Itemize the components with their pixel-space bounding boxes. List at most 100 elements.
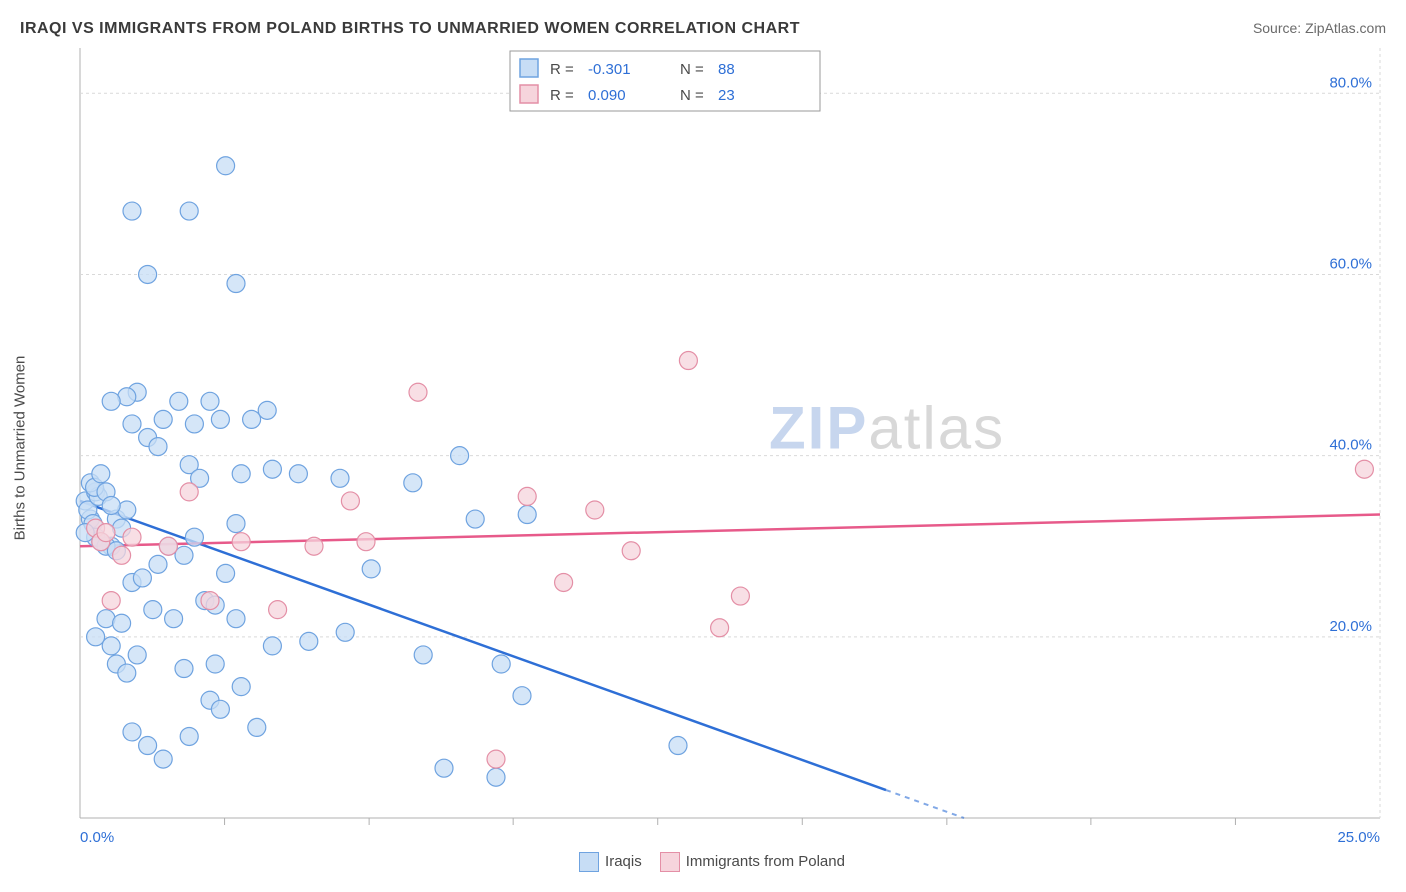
data-point xyxy=(336,623,354,641)
svg-text:R =: R = xyxy=(550,61,574,78)
data-point xyxy=(487,750,505,768)
data-point xyxy=(711,619,729,637)
legend: Iraqis Immigrants from Poland xyxy=(0,852,1406,872)
data-point xyxy=(409,383,427,401)
legend-label: Immigrants from Poland xyxy=(686,853,845,870)
data-point xyxy=(102,637,120,655)
data-point xyxy=(123,528,141,546)
data-point xyxy=(227,610,245,628)
data-point xyxy=(102,592,120,610)
data-point xyxy=(118,664,136,682)
y-tick-label: 20.0% xyxy=(1329,618,1372,635)
data-point xyxy=(269,601,287,619)
data-point xyxy=(92,465,110,483)
y-tick-label: 80.0% xyxy=(1329,74,1372,91)
data-point xyxy=(300,632,318,650)
chart-container: Births to Unmarried Women 20.0%40.0%60.0… xyxy=(30,48,1406,848)
data-point xyxy=(513,687,531,705)
y-tick-label: 40.0% xyxy=(1329,437,1372,454)
data-point xyxy=(154,410,172,428)
chart-title: IRAQI VS IMMIGRANTS FROM POLAND BIRTHS T… xyxy=(20,20,800,38)
data-point xyxy=(149,438,167,456)
data-point xyxy=(217,564,235,582)
data-point xyxy=(211,410,229,428)
r-value: -0.301 xyxy=(588,61,631,78)
data-point xyxy=(622,542,640,560)
data-point xyxy=(263,637,281,655)
data-point xyxy=(170,392,188,410)
data-point xyxy=(586,501,604,519)
data-point xyxy=(331,469,349,487)
data-point xyxy=(113,546,131,564)
n-value: 23 xyxy=(718,87,735,104)
data-point xyxy=(1355,460,1373,478)
data-point xyxy=(133,569,151,587)
data-point xyxy=(180,202,198,220)
data-point xyxy=(185,415,203,433)
scatter-chart: 20.0% 40.0% 60.0% 80.0% 0.0% 25.0% ZIPatlas R =… xyxy=(30,48,1390,848)
data-point xyxy=(123,415,141,433)
n-value: 88 xyxy=(718,61,735,78)
svg-text:N =: N = xyxy=(680,61,704,78)
svg-text:N =: N = xyxy=(680,87,704,104)
data-point xyxy=(487,768,505,786)
data-point xyxy=(357,533,375,551)
x-tick-label: 25.0% xyxy=(1337,829,1380,846)
watermark: ZIPatlas xyxy=(769,394,1005,461)
legend-swatch xyxy=(520,85,538,103)
data-point xyxy=(180,727,198,745)
data-point xyxy=(175,660,193,678)
legend-swatch xyxy=(579,852,599,872)
data-point xyxy=(555,573,573,591)
data-point xyxy=(232,678,250,696)
data-point xyxy=(466,510,484,528)
data-point xyxy=(139,737,157,755)
data-point xyxy=(289,465,307,483)
data-point xyxy=(414,646,432,664)
data-point xyxy=(159,537,177,555)
data-point xyxy=(232,465,250,483)
data-point xyxy=(139,265,157,283)
data-point xyxy=(227,275,245,293)
data-point xyxy=(128,646,146,664)
y-axis-label: Births to Unmarried Women xyxy=(12,356,29,541)
data-point xyxy=(435,759,453,777)
data-point xyxy=(341,492,359,510)
data-point xyxy=(149,555,167,573)
data-point xyxy=(102,392,120,410)
data-point xyxy=(144,601,162,619)
data-point xyxy=(211,700,229,718)
data-point xyxy=(362,560,380,578)
data-point xyxy=(113,614,131,632)
legend-label: Iraqis xyxy=(605,853,642,870)
legend-swatch xyxy=(660,852,680,872)
data-point xyxy=(669,737,687,755)
data-point xyxy=(154,750,172,768)
y-tick-label: 60.0% xyxy=(1329,255,1372,272)
data-point xyxy=(217,157,235,175)
data-point xyxy=(258,401,276,419)
data-point xyxy=(451,447,469,465)
data-point xyxy=(123,723,141,741)
data-point xyxy=(201,392,219,410)
data-point xyxy=(175,546,193,564)
svg-text:R =: R = xyxy=(550,87,574,104)
data-point xyxy=(731,587,749,605)
data-point xyxy=(248,718,266,736)
r-value: 0.090 xyxy=(588,87,626,104)
data-point xyxy=(165,610,183,628)
data-point xyxy=(518,487,536,505)
source-label: Source: ZipAtlas.com xyxy=(1253,20,1386,36)
data-point xyxy=(679,352,697,370)
data-point xyxy=(206,655,224,673)
data-point xyxy=(492,655,510,673)
data-point xyxy=(232,533,250,551)
data-point xyxy=(201,592,219,610)
legend-swatch xyxy=(520,59,538,77)
data-point xyxy=(404,474,422,492)
x-tick-label: 0.0% xyxy=(80,829,114,846)
data-point xyxy=(180,483,198,501)
data-point xyxy=(263,460,281,478)
data-point xyxy=(97,524,115,542)
data-point xyxy=(123,202,141,220)
